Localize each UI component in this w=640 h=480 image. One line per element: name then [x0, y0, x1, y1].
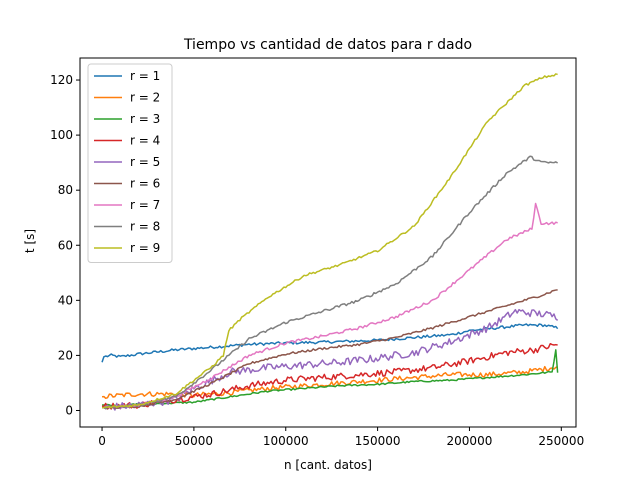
legend-label: r = 4 — [130, 134, 160, 148]
y-tick-label: 100 — [50, 128, 73, 142]
legend-label: r = 9 — [130, 241, 160, 255]
x-axis-label: n [cant. datos] — [284, 458, 372, 472]
y-tick-label: 60 — [58, 238, 73, 252]
x-tick-label: 50000 — [175, 434, 213, 448]
series-line-r9 — [101, 73, 558, 409]
series-line-r7 — [101, 202, 558, 409]
x-axis: 0 50000 100000 150000 200000 250000 — [98, 427, 584, 448]
legend-label: r = 5 — [130, 155, 160, 169]
chart-title: Tiempo vs cantidad de datos para r dado — [183, 37, 472, 53]
legend-label: r = 3 — [130, 112, 160, 126]
axes-frame — [79, 57, 577, 428]
y-tick-label: 40 — [58, 293, 73, 307]
x-tick-label: 0 — [98, 434, 106, 448]
y-tick-label: 120 — [50, 73, 73, 87]
legend-label: r = 8 — [130, 220, 160, 234]
legend-label: r = 2 — [130, 91, 160, 105]
y-tick-label: 0 — [65, 403, 73, 417]
legend-box — [87, 63, 173, 263]
x-tick-label: 250000 — [538, 434, 584, 448]
x-tick-label: 150000 — [355, 434, 401, 448]
legend-label: r = 1 — [130, 69, 160, 83]
legend-label: r = 6 — [130, 177, 160, 191]
plot-area — [101, 73, 559, 411]
x-tick-label: 200000 — [447, 434, 493, 448]
legend-label: r = 7 — [130, 198, 160, 212]
y-axis-label: t [s] — [23, 229, 37, 253]
y-axis: 0 20 40 60 80 100 120 — [50, 73, 80, 417]
y-tick-label: 80 — [58, 183, 73, 197]
series-line-r3 — [102, 349, 559, 407]
series-line-r8 — [101, 155, 559, 410]
y-tick-label: 20 — [58, 348, 73, 362]
legend: r = 1 r = 2 r = 3 r = 4 r = 5 r = 6 r = 7 r = 8… — [87, 63, 173, 263]
series-line-r1 — [101, 323, 559, 363]
x-tick-label: 100000 — [263, 434, 309, 448]
series-line-r6 — [102, 289, 558, 410]
